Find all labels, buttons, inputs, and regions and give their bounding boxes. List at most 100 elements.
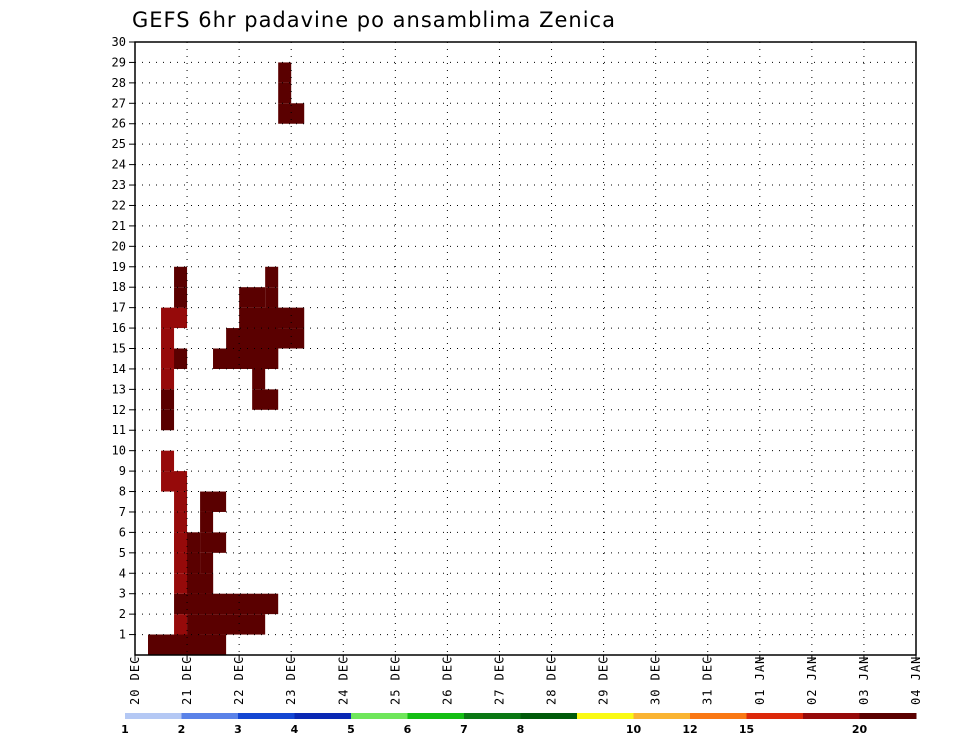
data-cell xyxy=(161,389,175,410)
legend-swatch xyxy=(690,713,747,719)
legend-label: 2 xyxy=(178,723,186,736)
y-tick-label: 8 xyxy=(119,485,126,499)
y-axis: 1234567891011121314151617181920212223242… xyxy=(112,35,135,642)
x-tick-label: 26 DEC xyxy=(440,656,454,705)
legend-swatch xyxy=(859,713,917,719)
data-cell xyxy=(161,307,188,329)
legend-swatch xyxy=(181,713,239,719)
y-tick-label: 13 xyxy=(112,382,126,396)
data-cell xyxy=(200,573,214,594)
legend-swatch xyxy=(238,713,295,719)
legend-swatch xyxy=(407,713,465,719)
y-tick-label: 9 xyxy=(119,464,126,478)
y-tick-label: 11 xyxy=(112,423,126,437)
data-cell xyxy=(265,287,279,308)
data-cell xyxy=(265,348,279,369)
y-tick-label: 6 xyxy=(119,525,126,539)
color-legend: 1 2 3 4 5 6 7 8 10 12 15 20 xyxy=(121,713,917,736)
legend-label: 4 xyxy=(291,723,299,736)
data-cell xyxy=(174,491,188,512)
y-tick-label: 18 xyxy=(112,280,126,294)
x-axis: 20 DEC 21 DEC 22 DEC 23 DEC 24 DEC 25 DEC 26 D… xyxy=(128,655,923,705)
legend-label: 8 xyxy=(517,723,525,736)
y-tick-label: 28 xyxy=(112,76,126,90)
legend-label: 5 xyxy=(347,723,355,736)
y-tick-label: 22 xyxy=(112,198,126,212)
x-tick-label: 28 DEC xyxy=(545,656,559,705)
data-cell xyxy=(200,491,227,512)
x-tick-label: 03 JAN xyxy=(857,656,871,705)
x-tick-label: 01 JAN xyxy=(753,656,767,705)
legend-swatch xyxy=(294,713,352,719)
legend-label: 15 xyxy=(739,723,754,736)
y-tick-label: 20 xyxy=(112,239,126,253)
y-tick-label: 3 xyxy=(119,587,126,601)
data-cell xyxy=(200,552,214,574)
data-cell xyxy=(252,389,279,410)
y-tick-label: 24 xyxy=(112,158,126,172)
data-cell xyxy=(278,82,292,104)
x-tick-label: 30 DEC xyxy=(649,656,663,705)
x-tick-label: 27 DEC xyxy=(492,656,506,705)
data-cell xyxy=(148,634,162,655)
x-tick-label: 23 DEC xyxy=(284,656,298,705)
legend-swatch xyxy=(464,713,521,719)
data-cell xyxy=(200,532,227,553)
x-tick-label: 31 DEC xyxy=(701,656,715,705)
x-tick-label: 25 DEC xyxy=(388,656,402,705)
y-tick-label: 2 xyxy=(119,607,126,621)
data-cell xyxy=(174,348,188,369)
data-cell xyxy=(252,348,266,369)
x-tick-label: 04 JAN xyxy=(909,656,923,705)
data-cell xyxy=(187,532,201,553)
x-tick-label: 21 DEC xyxy=(180,656,194,705)
y-tick-label: 4 xyxy=(119,566,126,580)
data-cell xyxy=(174,614,188,635)
x-tick-label: 02 JAN xyxy=(805,656,819,705)
precipitation-cells xyxy=(148,62,305,655)
y-tick-label: 5 xyxy=(119,546,126,560)
y-tick-label: 25 xyxy=(112,137,126,151)
y-tick-label: 26 xyxy=(112,117,126,131)
legend-swatch xyxy=(351,713,408,719)
y-tick-label: 15 xyxy=(112,342,126,356)
y-tick-label: 21 xyxy=(112,219,126,233)
legend-swatch xyxy=(746,713,804,719)
data-cell xyxy=(161,328,175,349)
data-cell xyxy=(278,62,292,83)
y-tick-label: 12 xyxy=(112,403,126,417)
data-cell xyxy=(265,266,279,288)
chart-title: GEFS 6hr padavine po ansamblima Zenica xyxy=(132,8,616,32)
data-cell xyxy=(265,328,279,349)
y-tick-label: 1 xyxy=(119,628,126,642)
data-cell xyxy=(174,511,188,533)
y-tick-label: 17 xyxy=(112,301,126,315)
y-tick-label: 30 xyxy=(112,35,126,49)
legend-swatch xyxy=(577,713,634,719)
x-tick-label: 20 DEC xyxy=(128,656,142,705)
data-cell xyxy=(161,450,175,472)
data-cell xyxy=(265,307,279,329)
x-tick-label: 29 DEC xyxy=(597,656,611,705)
legend-label: 3 xyxy=(234,723,242,736)
legend-label: 20 xyxy=(852,723,868,736)
data-cell xyxy=(200,593,279,615)
data-cell xyxy=(278,103,305,124)
data-cell xyxy=(187,614,266,635)
legend-swatch xyxy=(633,713,691,719)
legend-swatch xyxy=(125,713,182,719)
y-tick-label: 29 xyxy=(112,55,126,69)
y-tick-label: 19 xyxy=(112,260,126,274)
legend-label: 6 xyxy=(404,723,412,736)
legend-label: 1 xyxy=(121,723,129,736)
data-cell xyxy=(187,552,201,574)
y-tick-label: 10 xyxy=(112,444,126,458)
data-cell xyxy=(200,511,214,533)
x-tick-label: 22 DEC xyxy=(232,656,246,705)
data-cell xyxy=(161,471,188,492)
data-cell xyxy=(174,287,188,308)
data-cell xyxy=(187,634,201,655)
legend-label: 10 xyxy=(626,723,642,736)
data-cell xyxy=(252,368,266,390)
